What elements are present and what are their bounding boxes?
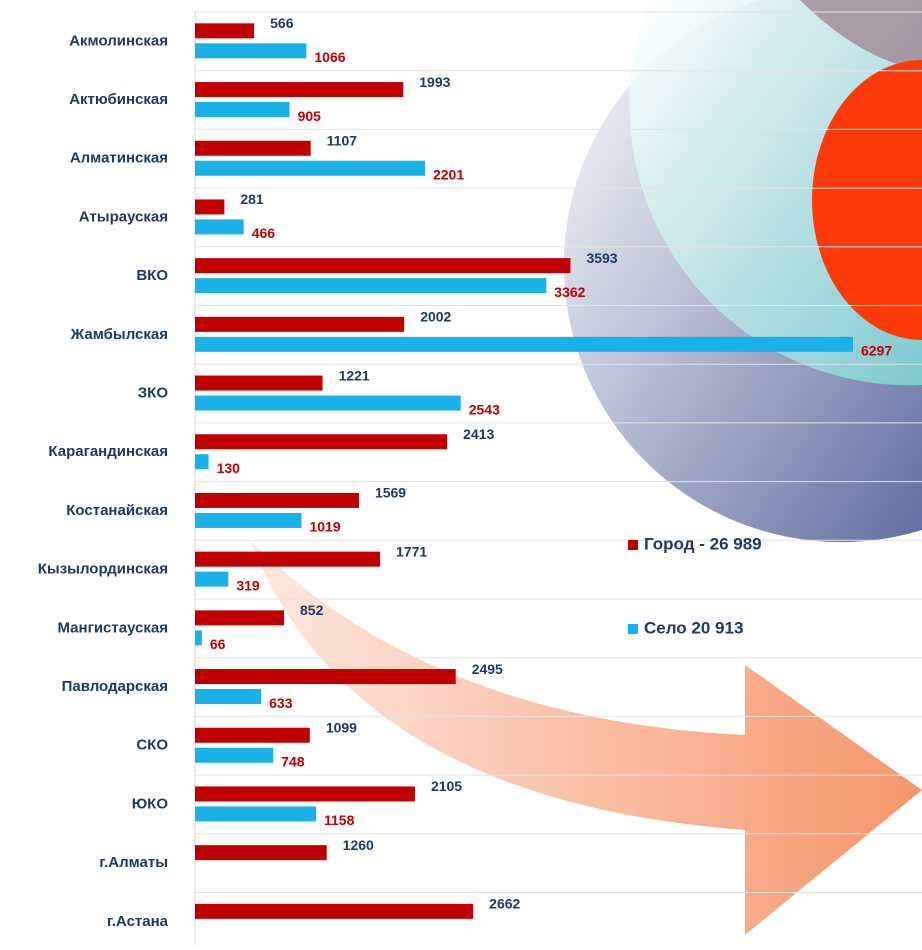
bar [195, 845, 327, 861]
value-label: 2105 [431, 778, 462, 794]
bar [195, 395, 461, 411]
value-label: 748 [281, 753, 305, 769]
bar [195, 806, 317, 822]
category-label: Мангистауская [58, 619, 169, 636]
bar [195, 454, 209, 470]
value-label: 2413 [463, 426, 494, 442]
value-label: 6297 [861, 343, 892, 359]
category-label: Акмолинская [69, 32, 168, 49]
legend-label: Село 20 913 [644, 618, 743, 637]
value-label: 281 [240, 191, 264, 207]
value-label: 2201 [433, 166, 464, 182]
bar [195, 23, 255, 39]
value-label: 1260 [343, 837, 374, 853]
bar [195, 140, 311, 156]
category-label: Актюбинская [69, 91, 168, 108]
category-label: ЮКО [132, 795, 169, 812]
bar [195, 727, 310, 743]
value-label: 1158 [324, 812, 355, 828]
legend-swatch [628, 624, 638, 634]
category-label: Павлодарская [62, 678, 168, 695]
bar [195, 903, 474, 919]
bar [195, 258, 571, 274]
bar [195, 160, 425, 176]
value-label: 1221 [339, 367, 370, 383]
value-label: 1569 [375, 485, 406, 501]
bar [195, 375, 323, 391]
value-label: 852 [300, 602, 324, 618]
category-label: г.Алматы [99, 854, 168, 871]
plot: Акмолинская 566 1066 Актюбинская 1993 905 Алма… [38, 15, 893, 930]
value-label: 466 [252, 225, 276, 241]
category-label: Карагандинская [48, 443, 168, 460]
value-label: 2495 [472, 661, 503, 677]
value-label: 1993 [419, 74, 450, 90]
value-label: 2662 [489, 896, 520, 912]
grid [195, 11, 922, 893]
bar [195, 610, 285, 626]
value-label: 1066 [314, 49, 345, 65]
value-label: 130 [217, 460, 241, 476]
bar [195, 630, 202, 646]
category-label: ЗКО [138, 385, 169, 402]
bar [195, 278, 547, 294]
value-label: 905 [298, 108, 322, 124]
bar [195, 492, 359, 508]
bar [195, 336, 853, 352]
category-label: Кызылординская [38, 561, 168, 578]
value-label: 1019 [309, 519, 340, 535]
bar [195, 43, 307, 59]
legend-swatch [628, 540, 638, 550]
value-label: 3593 [586, 250, 617, 266]
category-label: Атырауская [79, 208, 168, 225]
value-label: 1107 [327, 132, 358, 148]
category-label: г.Астана [107, 913, 169, 930]
value-label: 2002 [420, 309, 451, 325]
value-label: 566 [270, 15, 294, 31]
value-label: 1099 [326, 719, 357, 735]
background-decoration [250, 0, 922, 935]
value-label: 319 [236, 577, 260, 593]
value-label: 3362 [554, 284, 585, 300]
bar [195, 82, 404, 98]
bar [195, 434, 448, 450]
value-label: 2543 [469, 401, 500, 417]
category-label: СКО [136, 737, 168, 754]
bar [195, 512, 302, 528]
category-label: Жамбылская [70, 326, 168, 343]
bar [195, 786, 415, 802]
bar [195, 102, 290, 118]
bar [195, 199, 225, 215]
bar [195, 571, 229, 587]
bar [195, 316, 405, 332]
category-label: ВКО [136, 267, 168, 284]
value-label: 66 [210, 636, 226, 652]
value-label: 633 [269, 695, 293, 711]
value-label: 1771 [396, 543, 427, 559]
bar [195, 669, 456, 685]
bar [195, 219, 244, 235]
bar [195, 551, 381, 567]
category-label: Алматинская [70, 150, 168, 167]
bar [195, 747, 274, 763]
legend-label: Город - 26 989 [644, 534, 762, 553]
category-label: Костанайская [66, 502, 168, 519]
bar [195, 689, 262, 705]
